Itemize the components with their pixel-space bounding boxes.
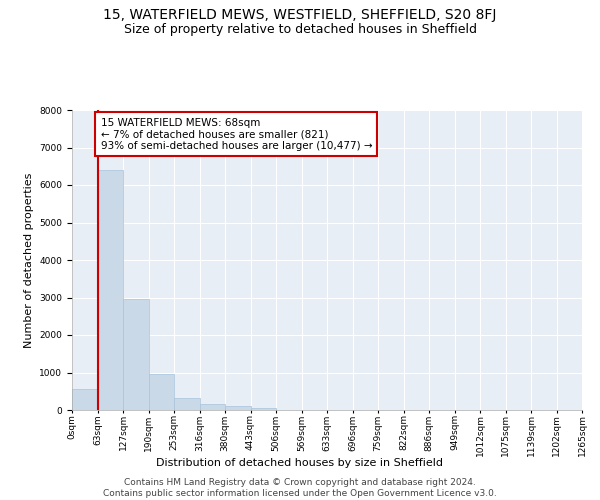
Y-axis label: Number of detached properties: Number of detached properties xyxy=(24,172,34,348)
Text: Contains HM Land Registry data © Crown copyright and database right 2024.
Contai: Contains HM Land Registry data © Crown c… xyxy=(103,478,497,498)
Text: Distribution of detached houses by size in Sheffield: Distribution of detached houses by size … xyxy=(157,458,443,468)
Bar xyxy=(251,408,276,410)
Bar xyxy=(123,299,149,410)
Bar xyxy=(225,406,251,410)
Text: 15, WATERFIELD MEWS, WESTFIELD, SHEFFIELD, S20 8FJ: 15, WATERFIELD MEWS, WESTFIELD, SHEFFIEL… xyxy=(103,8,497,22)
Bar xyxy=(97,170,123,410)
Bar xyxy=(149,374,174,410)
Text: Size of property relative to detached houses in Sheffield: Size of property relative to detached ho… xyxy=(124,22,476,36)
Bar xyxy=(174,398,199,410)
Text: 15 WATERFIELD MEWS: 68sqm
← 7% of detached houses are smaller (821)
93% of semi-: 15 WATERFIELD MEWS: 68sqm ← 7% of detach… xyxy=(101,118,372,150)
Bar xyxy=(72,390,97,410)
Bar xyxy=(199,404,225,410)
